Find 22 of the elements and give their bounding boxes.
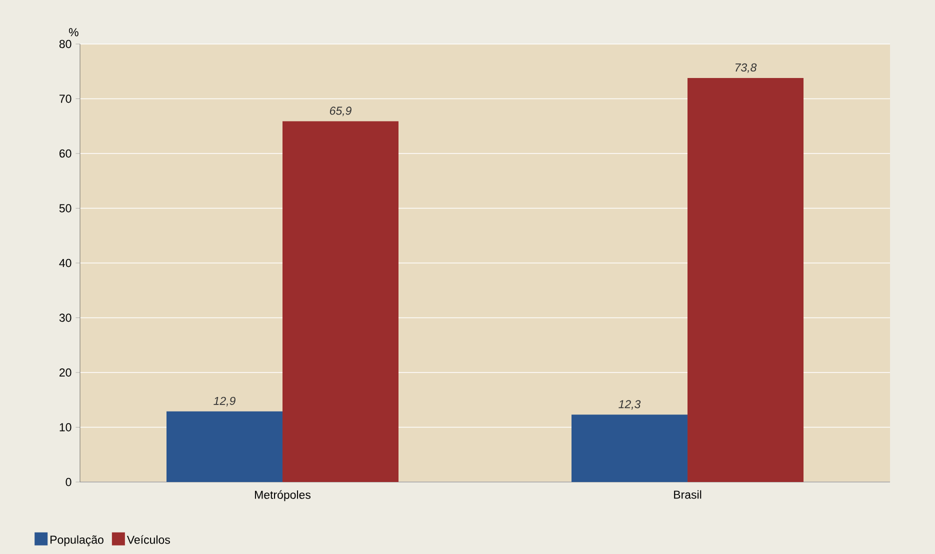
legend-label: População bbox=[50, 535, 104, 546]
bar bbox=[688, 78, 804, 482]
x-tick-label: Brasil bbox=[674, 490, 702, 499]
bar bbox=[166, 411, 283, 482]
y-axis-title: % bbox=[68, 28, 78, 36]
x-tick-label: Metrópoles bbox=[254, 490, 311, 502]
bar bbox=[282, 121, 399, 482]
y-tick-label: 20 bbox=[60, 368, 72, 377]
y-tick-label: 40 bbox=[59, 258, 72, 268]
legend-label: Veículos bbox=[126, 535, 170, 544]
data-label: 65,9 bbox=[330, 106, 352, 116]
data-label: 12,9 bbox=[214, 396, 236, 406]
bar bbox=[572, 414, 688, 482]
y-tick-label: 80 bbox=[59, 40, 72, 48]
data-label: 73,8 bbox=[736, 63, 757, 73]
y-tick-label: 0 bbox=[66, 478, 72, 486]
y-tick-label: 70 bbox=[60, 94, 72, 103]
y-tick-label: 50 bbox=[59, 204, 72, 212]
y-tick-label: 30 bbox=[59, 314, 72, 322]
y-tick-label: 60 bbox=[60, 149, 72, 158]
data-label: 12,3 bbox=[618, 400, 641, 410]
y-tick-label: 10 bbox=[60, 423, 72, 432]
